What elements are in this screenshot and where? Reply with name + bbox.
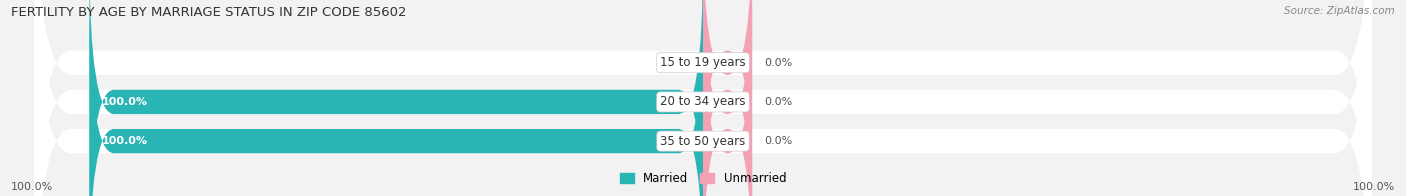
Text: 100.0%: 100.0% — [1353, 182, 1395, 192]
FancyBboxPatch shape — [34, 0, 1372, 196]
Text: 0.0%: 0.0% — [662, 58, 690, 68]
Text: 15 to 19 years: 15 to 19 years — [661, 56, 745, 69]
FancyBboxPatch shape — [90, 0, 703, 196]
Text: 20 to 34 years: 20 to 34 years — [661, 95, 745, 108]
Text: 35 to 50 years: 35 to 50 years — [661, 135, 745, 148]
FancyBboxPatch shape — [703, 0, 752, 196]
Text: FERTILITY BY AGE BY MARRIAGE STATUS IN ZIP CODE 85602: FERTILITY BY AGE BY MARRIAGE STATUS IN Z… — [11, 6, 406, 19]
Text: 0.0%: 0.0% — [765, 58, 793, 68]
Text: 100.0%: 100.0% — [11, 182, 53, 192]
Text: Source: ZipAtlas.com: Source: ZipAtlas.com — [1284, 6, 1395, 16]
Text: 0.0%: 0.0% — [765, 97, 793, 107]
FancyBboxPatch shape — [703, 0, 752, 196]
Text: 0.0%: 0.0% — [765, 136, 793, 146]
FancyBboxPatch shape — [90, 0, 703, 196]
FancyBboxPatch shape — [34, 0, 1372, 196]
FancyBboxPatch shape — [34, 0, 1372, 196]
FancyBboxPatch shape — [703, 0, 752, 196]
Legend: Married, Unmarried: Married, Unmarried — [614, 168, 792, 190]
Text: 100.0%: 100.0% — [101, 136, 148, 146]
Text: 100.0%: 100.0% — [101, 97, 148, 107]
